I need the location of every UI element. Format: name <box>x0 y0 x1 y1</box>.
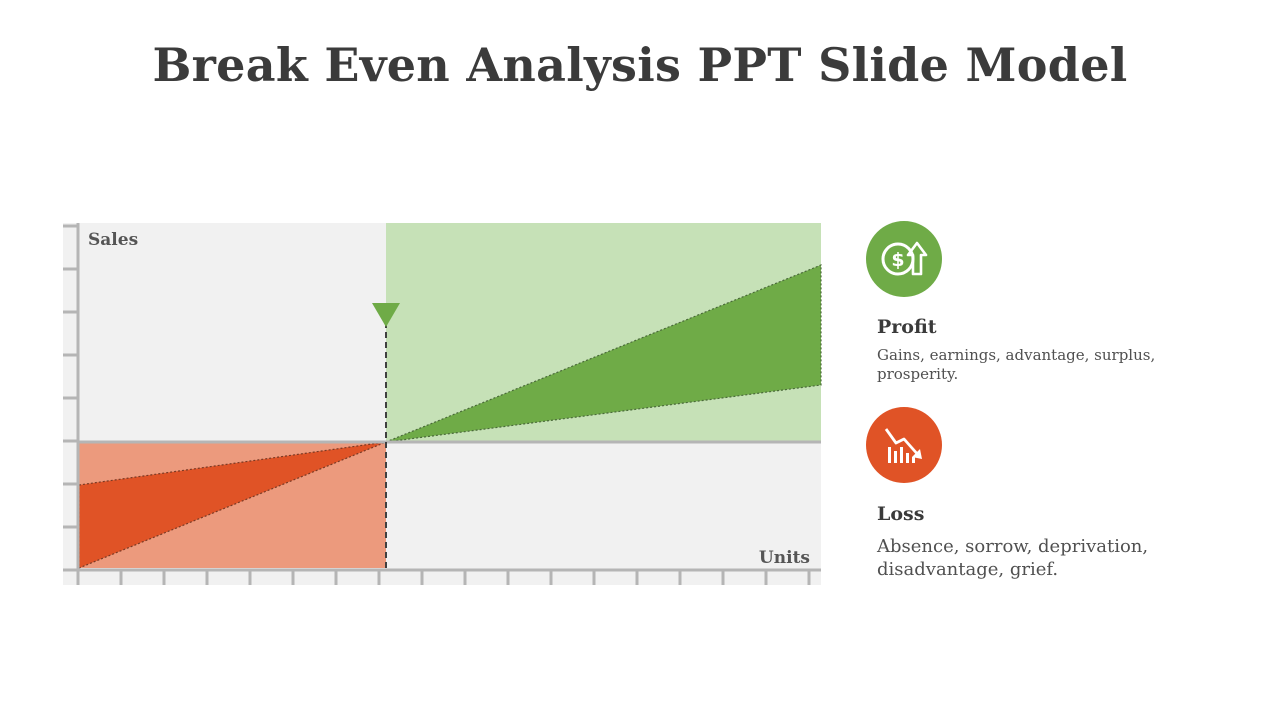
svg-text:$: $ <box>891 249 904 271</box>
dollar-up-arrow-icon: $ <box>881 241 928 276</box>
loss-wedge <box>78 441 387 569</box>
falling-bars-arrow-icon <box>884 428 922 463</box>
profit-badge: $ <box>866 221 942 297</box>
break-even-marker-triangle <box>372 303 400 327</box>
loss-title: Loss <box>877 503 925 525</box>
profit-title: Profit <box>877 316 937 338</box>
loss-badge <box>866 407 942 483</box>
y-axis-ticks <box>63 224 78 529</box>
y-axis-label: Sales <box>88 230 138 250</box>
profit-description: Gains, earnings, advantage, surplus, pro… <box>877 346 1156 383</box>
page-title: Break Even Analysis PPT Slide Model <box>152 38 1128 92</box>
loss-description: Absence, sorrow, deprivation, disadvanta… <box>877 536 1149 580</box>
x-axis-ticks <box>76 570 811 585</box>
x-axis-label: Units <box>759 548 810 568</box>
profit-wedge <box>385 264 822 443</box>
